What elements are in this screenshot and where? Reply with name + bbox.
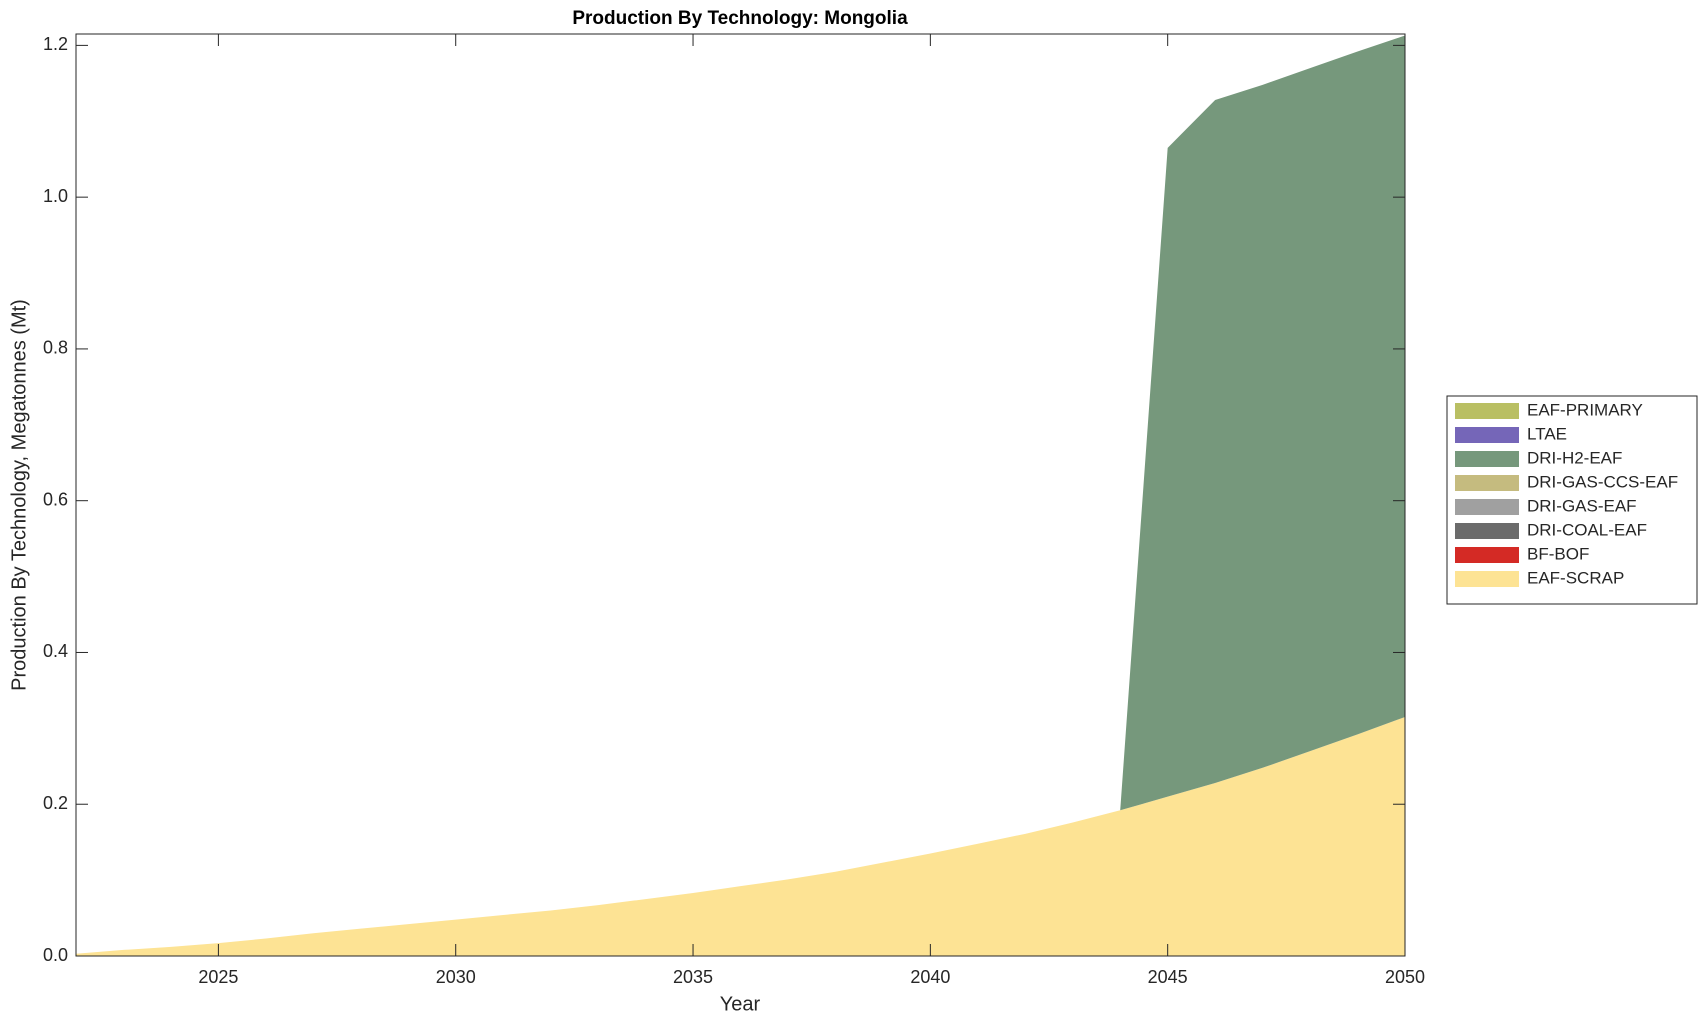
y-tick-label: 0.8 <box>43 338 68 358</box>
legend-label: DRI-GAS-CCS-EAF <box>1527 472 1678 491</box>
legend-swatch <box>1455 547 1519 563</box>
y-axis-label: Production By Technology, Megatonnes (Mt… <box>8 299 30 691</box>
x-tick-label: 2045 <box>1148 967 1188 987</box>
legend-label: LTAE <box>1527 424 1567 443</box>
legend-label: DRI-GAS-EAF <box>1527 496 1637 515</box>
legend-swatch <box>1455 403 1519 419</box>
y-tick-label: 0.4 <box>43 641 68 661</box>
legend-swatch <box>1455 451 1519 467</box>
legend-label: DRI-COAL-EAF <box>1527 520 1647 539</box>
y-tick-label: 1.2 <box>43 34 68 54</box>
x-axis-label: Year <box>720 993 761 1015</box>
y-tick-label: 1.0 <box>43 186 68 206</box>
x-tick-label: 2030 <box>436 967 476 987</box>
x-tick-label: 2040 <box>910 967 950 987</box>
chart-title: Production By Technology: Mongolia <box>572 8 908 29</box>
legend-swatch <box>1455 499 1519 515</box>
legend-label: DRI-H2-EAF <box>1527 448 1622 467</box>
legend-label: BF-BOF <box>1527 544 1589 563</box>
area <box>76 716 1405 956</box>
area <box>76 35 1405 954</box>
legend-swatch <box>1455 427 1519 443</box>
plot-frame <box>75 33 1406 957</box>
legend-label: EAF-SCRAP <box>1527 568 1624 587</box>
legend-swatch <box>1455 475 1519 491</box>
y-tick-label: 0.0 <box>43 945 68 965</box>
legend-swatch <box>1455 571 1519 587</box>
y-tick-label: 0.6 <box>43 489 68 509</box>
x-tick-label: 2025 <box>198 967 238 987</box>
x-tick-label: 2050 <box>1385 967 1425 987</box>
legend-swatch <box>1455 523 1519 539</box>
legend-label: EAF-PRIMARY <box>1527 400 1643 419</box>
y-tick-label: 0.2 <box>43 793 68 813</box>
x-tick-label: 2035 <box>673 967 713 987</box>
